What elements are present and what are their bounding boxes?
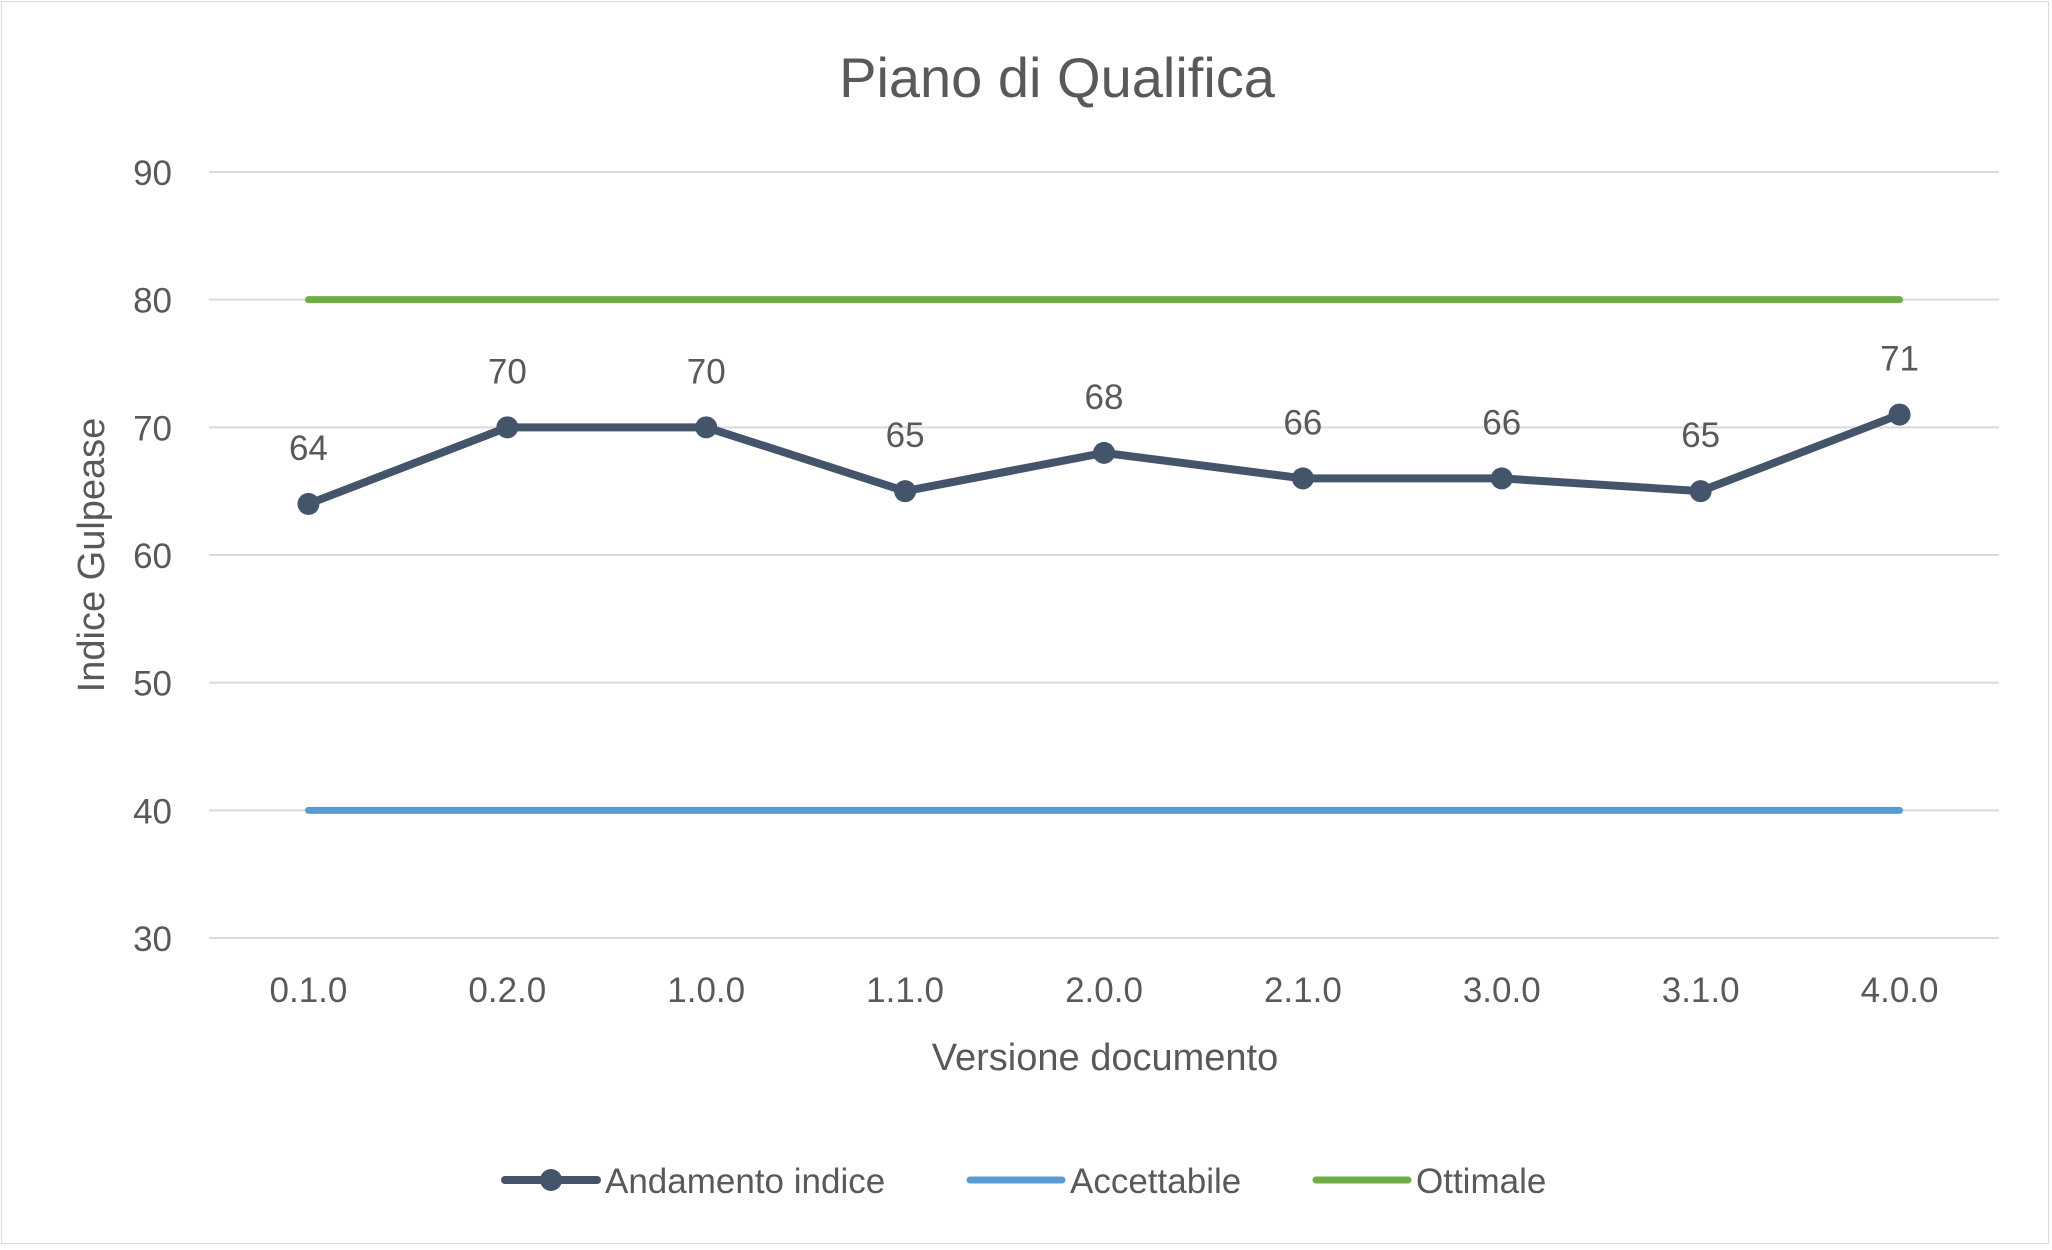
legend-label: Andamento indice [605, 1162, 885, 1201]
legend-entry: Andamento indice [501, 1162, 885, 1201]
data-label: 64 [289, 429, 328, 468]
data-label: 66 [1283, 403, 1322, 442]
data-point-marker [894, 480, 917, 503]
data-point-marker [1291, 467, 1314, 490]
y-tick-label: 70 [133, 409, 172, 448]
x-tick-label: 2.1.0 [1264, 971, 1342, 1010]
data-point-marker [496, 416, 519, 439]
x-tick-label: 0.1.0 [270, 971, 348, 1010]
legend-label: Ottimale [1416, 1162, 1546, 1201]
gridlines [209, 171, 1999, 939]
x-tick-label: 3.1.0 [1662, 971, 1740, 1010]
data-point-marker [1888, 403, 1911, 426]
legend-entry: Ottimale [1312, 1162, 1546, 1201]
data-label: 71 [1880, 340, 1919, 379]
data-point-marker [297, 492, 320, 515]
x-tick-label: 1.0.0 [667, 971, 745, 1010]
legend: Andamento indice Accettabile Ottimale [501, 1162, 1546, 1201]
series-layer: 64 70 70 65 68 66 66 65 71 [289, 296, 1919, 814]
y-tick-label: 60 [133, 537, 172, 576]
x-tick-label: 3.0.0 [1463, 971, 1541, 1010]
y-tick-label: 90 [133, 154, 172, 193]
x-axis-ticks: 0.1.0 0.2.0 1.0.0 1.1.0 2.0.0 2.1.0 3.0.0 3.1.0… [270, 971, 1939, 1010]
x-axis-label: Versione documento [932, 1037, 1278, 1079]
data-label: 66 [1482, 403, 1521, 442]
y-axis-ticks: 30 40 50 60 70 80 90 [133, 154, 172, 959]
data-point-marker [1490, 467, 1513, 490]
data-point-marker [1093, 441, 1115, 464]
x-tick-label: 1.1.0 [866, 971, 944, 1010]
data-label: 68 [1085, 378, 1124, 417]
legend-label: Accettabile [1070, 1162, 1241, 1201]
y-tick-label: 80 [133, 282, 172, 321]
x-tick-label: 4.0.0 [1861, 971, 1939, 1010]
x-tick-label: 2.0.0 [1065, 971, 1143, 1010]
data-point-marker [695, 416, 718, 439]
series-andamento-indice: 64 70 70 65 68 66 66 65 71 [289, 340, 1919, 515]
y-axis-label: Indice Gulpease [71, 418, 113, 693]
data-point-marker [1689, 480, 1712, 503]
x-tick-label: 0.2.0 [468, 971, 546, 1010]
y-tick-label: 40 [133, 792, 172, 831]
legend-entry: Accettabile [966, 1162, 1241, 1201]
data-label: 70 [687, 352, 726, 391]
y-tick-label: 50 [133, 665, 172, 704]
data-label: 65 [886, 416, 925, 455]
chart-title: Piano di Qualifica [839, 46, 1276, 109]
data-label: 65 [1681, 416, 1720, 455]
legend-marker [540, 1169, 562, 1191]
data-label: 70 [488, 352, 527, 391]
y-tick-label: 30 [133, 920, 172, 959]
